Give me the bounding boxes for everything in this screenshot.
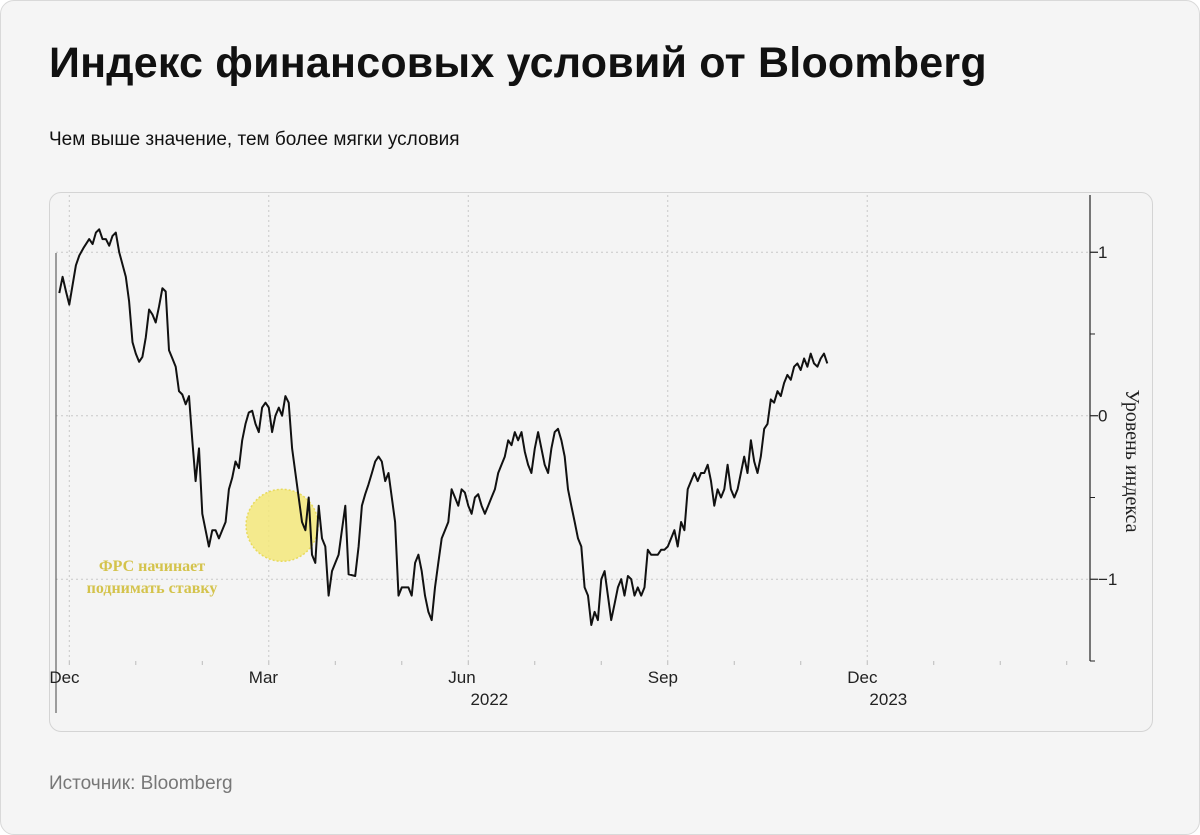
chart-subtitle: Чем выше значение, тем более мягки услов… [49, 129, 460, 150]
annotation-text: ФРС начинает [99, 558, 205, 575]
series-layer [58, 228, 829, 626]
highlight-circle [245, 488, 319, 563]
x-tick-label: Jun [448, 668, 475, 687]
source-note: Источник: Bloomberg [49, 773, 233, 794]
y-tick-label: −1 [1098, 570, 1117, 589]
page-title: Индекс финансовых условий от Bloomberg [49, 39, 987, 87]
index-line-chart: −1 0 1 ФРС начинает поднимать ставку Dec Mar… [50, 195, 1143, 713]
x-axis: Dec Mar Jun 2022 Sep Dec 2023 [50, 661, 1068, 709]
y-axis-label: Уровень индекса [1121, 389, 1143, 532]
x-tick-label: Dec [50, 668, 80, 687]
y-tick-label: 0 [1098, 407, 1107, 426]
y-axis: −1 0 1 [55, 195, 1117, 713]
chart-panel: −1 0 1 ФРС начинает поднимать ставку Dec Mar… [49, 192, 1153, 732]
grid-lines [56, 195, 1090, 661]
x-year-label: 2022 [470, 690, 508, 709]
annotation-text: поднимать ставку [87, 580, 218, 597]
x-tick-label: Mar [249, 668, 279, 687]
x-tick-label: Dec [847, 668, 878, 687]
x-year-label: 2023 [869, 690, 907, 709]
y-tick-label: 1 [1098, 243, 1107, 262]
series-line [58, 228, 829, 626]
x-tick-label: Sep [648, 668, 678, 687]
